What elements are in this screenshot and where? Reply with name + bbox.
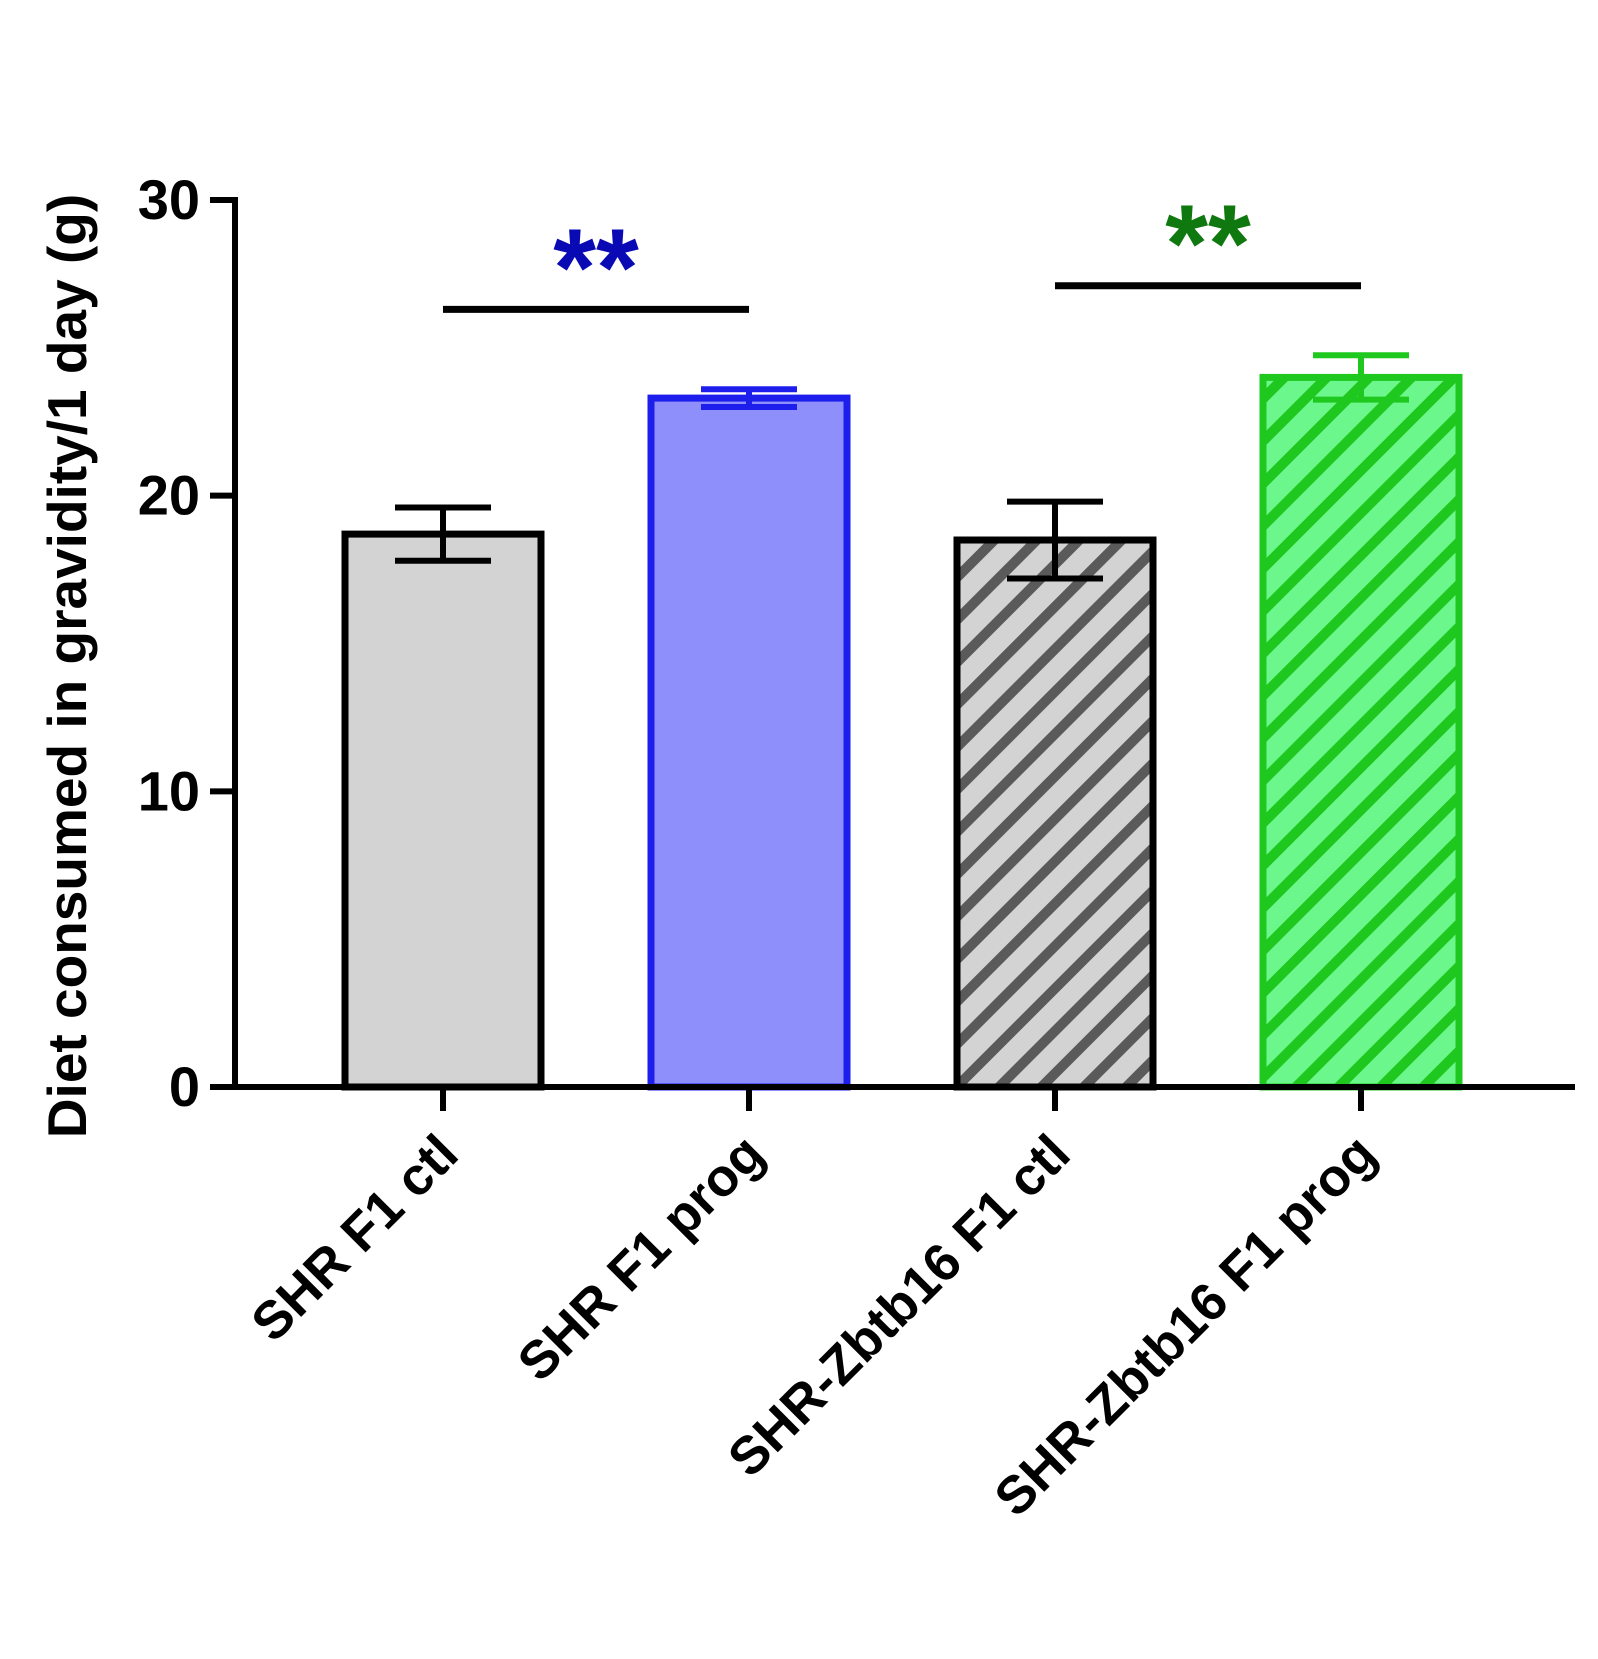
y-tick-label-0: 0 [169, 1055, 200, 1118]
bar-2 [647, 394, 851, 1091]
significance-annotation-1: ** [443, 206, 749, 329]
x-tick-label-3: SHR-Zbtb16 F1 ctl [717, 1124, 1081, 1488]
x-tick-label-2: SHR F1 prog [507, 1124, 776, 1393]
significance-stars: ** [1165, 183, 1251, 306]
y-tick-label-30: 30 [138, 168, 200, 231]
error-bar-1 [395, 504, 491, 564]
bar-4 [1259, 373, 1463, 1091]
bar-1 [341, 530, 545, 1091]
y-tick-label-10: 10 [138, 759, 200, 822]
x-tick-label-1: SHR F1 ctl [240, 1124, 469, 1353]
error-bar-3 [1007, 498, 1103, 582]
significance-annotation-2: ** [1055, 183, 1361, 306]
y-axis-label: Diet consumed in gravidity/1 day (g) [36, 194, 98, 1138]
error-bar-4 [1313, 352, 1409, 403]
error-bar-2 [701, 386, 797, 410]
y-tick-label-20: 20 [138, 464, 200, 527]
bars-layer [341, 373, 1463, 1091]
significance-stars: ** [553, 206, 639, 329]
error-bars-layer [395, 352, 1409, 582]
annotations-layer: ** ** [443, 183, 1361, 329]
bar-3 [953, 536, 1157, 1091]
